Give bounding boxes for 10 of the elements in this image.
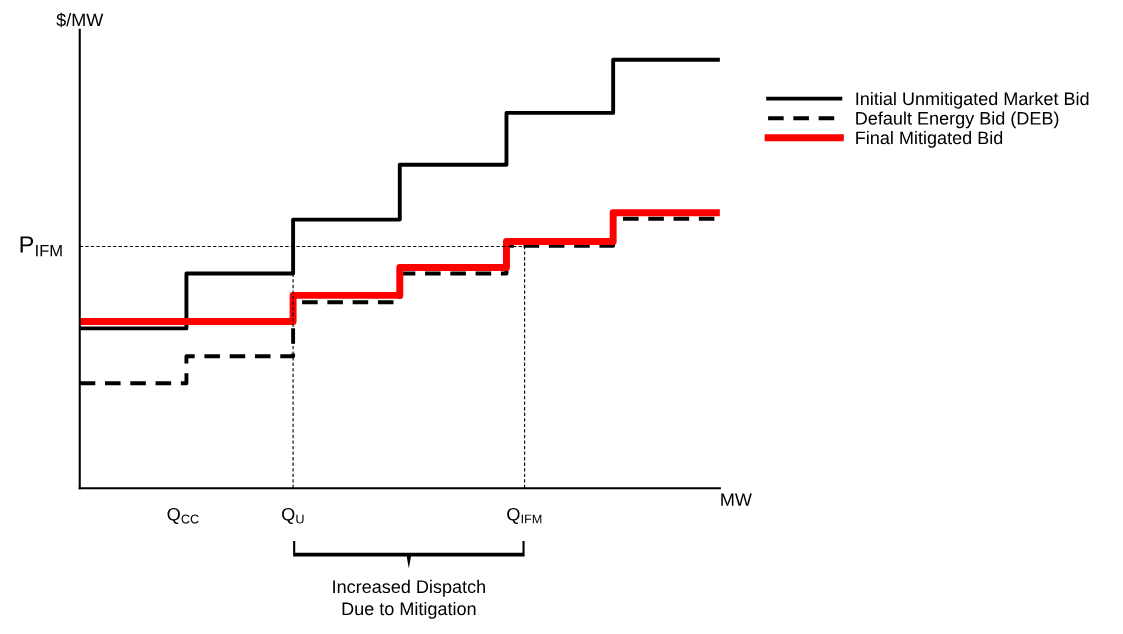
x-axis-title: MW <box>721 493 752 506</box>
y-axis-title: $/MW <box>56 12 104 28</box>
text: Q$_{CC}$ <box>167 507 199 524</box>
text: Q$_{IFM}$ <box>507 507 542 524</box>
text: Increased Dispatch Due to Mitigation <box>333 579 485 619</box>
ref-line-label: P$_{IFM}$ <box>20 236 62 257</box>
legend-label: Final Mitigated Bid <box>856 130 1003 148</box>
text: Q$_{U}$ <box>282 507 304 524</box>
legend-label: Default Energy Bid (DEB) <box>856 111 1059 129</box>
legend-label: Initial Unmitigated Market Bid <box>856 91 1089 109</box>
